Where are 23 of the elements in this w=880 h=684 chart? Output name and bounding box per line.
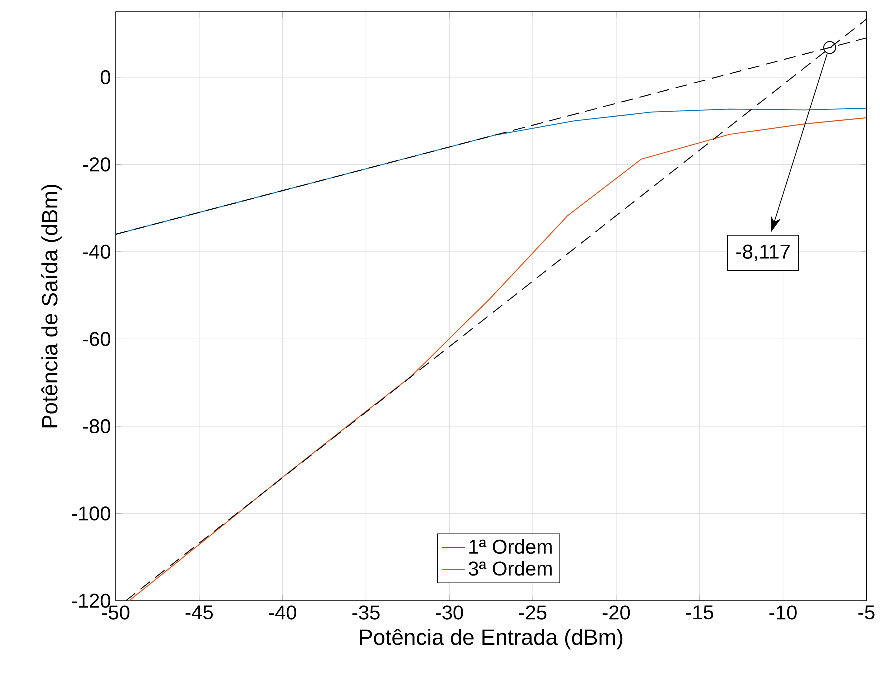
x-tick-label: -15: [686, 606, 714, 620]
annotation: -8,117: [736, 244, 790, 262]
line-series: [128, 118, 867, 601]
legend-label: 1ª Ordem: [470, 539, 552, 554]
y-tick-label: -120: [72, 594, 110, 608]
y-tick-label: -60: [83, 332, 110, 346]
y-tick-label: -20: [83, 158, 110, 172]
y-tick-label: -40: [83, 244, 110, 260]
y-tick-label: -80: [83, 419, 110, 434]
x-tick-label: -45: [186, 606, 214, 620]
x-tick-label: -10: [770, 606, 797, 620]
y-tick-label: 0: [100, 70, 111, 85]
legend-label: 3ª Ordem: [468, 561, 552, 576]
x-tick-label: -35: [352, 606, 380, 620]
y-tick-label: -100: [72, 506, 110, 521]
x-tick-label: -25: [519, 606, 547, 620]
x-tick-label: -40: [269, 606, 296, 620]
x-tick-label: -30: [436, 606, 464, 620]
x-tick-label: -5: [858, 606, 875, 620]
x-axis-title: Potência de Entrada (dBm): [360, 629, 623, 650]
x-tick-label: -20: [602, 606, 630, 620]
y-axis-title: Potência de Saída (dBm): [41, 184, 62, 428]
x-tick-label: -50: [102, 606, 130, 620]
